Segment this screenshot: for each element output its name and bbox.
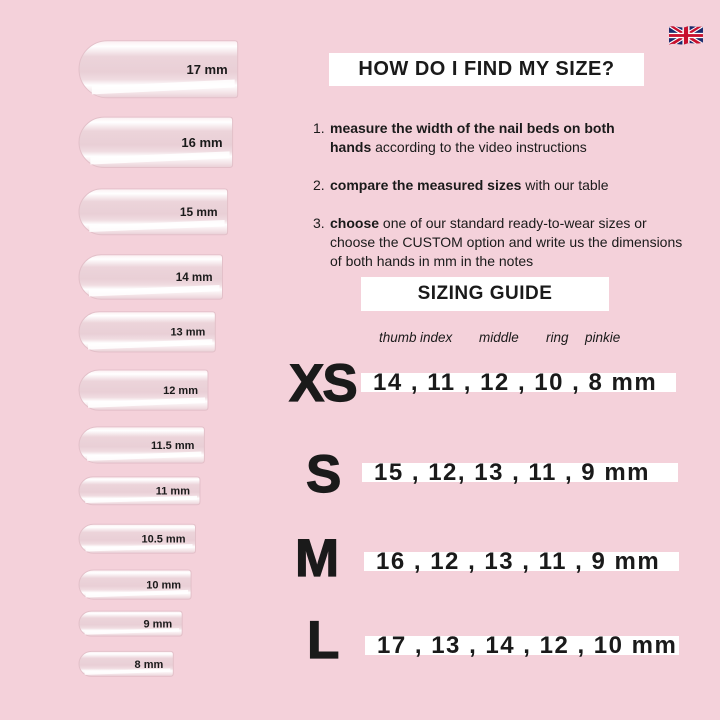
svg-text:11.5 mm: 11.5 mm bbox=[151, 440, 195, 452]
svg-text:9 mm: 9 mm bbox=[143, 619, 172, 631]
svg-text:11 mm: 11 mm bbox=[156, 486, 190, 498]
svg-text:8 mm: 8 mm bbox=[135, 659, 164, 671]
svg-text:13 mm: 13 mm bbox=[170, 327, 205, 339]
svg-text:12 mm: 12 mm bbox=[163, 385, 198, 397]
svg-text:14 mm: 14 mm bbox=[176, 271, 213, 284]
svg-text:10 mm: 10 mm bbox=[146, 580, 181, 592]
svg-text:17 mm: 17 mm bbox=[186, 62, 227, 77]
svg-text:10.5 mm: 10.5 mm bbox=[141, 534, 185, 546]
svg-text:16 mm: 16 mm bbox=[181, 135, 222, 150]
svg-text:15 mm: 15 mm bbox=[180, 205, 218, 219]
